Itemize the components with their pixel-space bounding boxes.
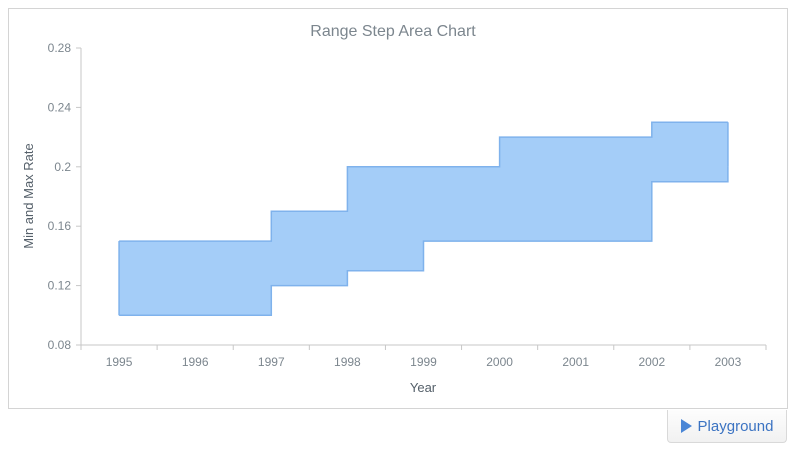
- x-tick-label: 2002: [638, 355, 665, 369]
- high-step-line: [119, 121, 728, 242]
- x-tick-label: 2003: [715, 355, 742, 369]
- low-step-line: [119, 166, 729, 317]
- x-tick-label: 1998: [334, 355, 361, 369]
- x-tick-label: 1996: [182, 355, 209, 369]
- x-tick-label: 2000: [486, 355, 513, 369]
- y-tick-label: 0.2: [54, 160, 71, 174]
- y-tick-label: 0.28: [48, 41, 72, 55]
- play-icon: [680, 419, 692, 433]
- y-tick-label: 0.12: [48, 279, 72, 293]
- playground-label: Playground: [697, 417, 774, 435]
- y-tick-label: 0.08: [48, 338, 72, 352]
- x-tick-label: 1997: [258, 355, 285, 369]
- playground-button[interactable]: Playground: [667, 410, 787, 443]
- y-axis-label: Min and Max Rate: [21, 143, 36, 249]
- x-tick-label: 2001: [562, 355, 589, 369]
- x-tick-label: 1999: [410, 355, 437, 369]
- y-tick-label: 0.16: [48, 219, 72, 233]
- chart-title: Range Step Area Chart: [310, 23, 476, 40]
- range-area: [119, 122, 728, 316]
- x-axis-label: Year: [410, 380, 437, 395]
- y-tick-label: 0.24: [48, 100, 72, 114]
- x-tick-label: 1995: [106, 355, 133, 369]
